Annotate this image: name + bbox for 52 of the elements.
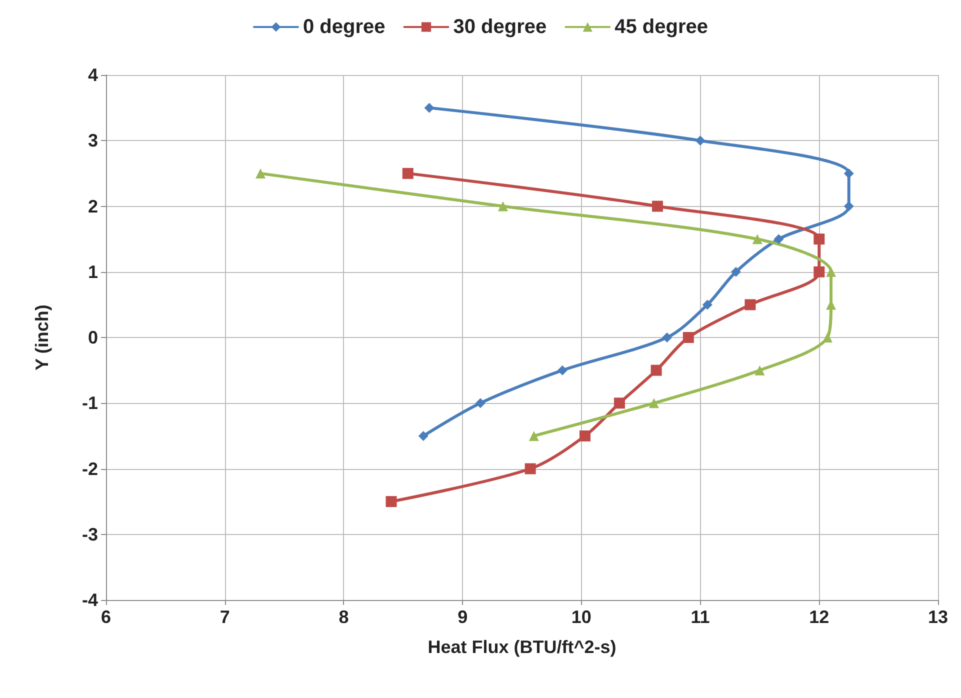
y-tick-label: -4 [82, 590, 98, 610]
point [652, 200, 663, 212]
point [844, 168, 854, 178]
point [662, 332, 672, 342]
point [844, 201, 854, 212]
x-tick-label: 9 [458, 607, 468, 627]
point [814, 266, 825, 278]
point [579, 430, 590, 442]
y-tick-label: 2 [88, 196, 98, 216]
point [826, 266, 836, 277]
x-tick-label: 13 [928, 607, 948, 627]
legend-label: 45 degree [614, 16, 708, 38]
x-tick-label: 11 [690, 607, 710, 627]
point [754, 365, 765, 376]
point [695, 136, 706, 146]
point [702, 300, 712, 310]
point [475, 398, 486, 408]
y-tick-label: -2 [82, 458, 98, 479]
y-axis-title: Y (inch) [32, 304, 52, 370]
x-tick-label: 12 [809, 607, 830, 627]
point [774, 234, 784, 244]
legend-label: 0 degree [302, 16, 386, 38]
y-tick-label: -1 [82, 393, 98, 414]
point [402, 168, 414, 179]
y-tick-label: 3 [88, 130, 98, 151]
x-tick-label: 6 [100, 607, 112, 627]
legend-label: 30 degree [453, 16, 547, 38]
y-tick-label: 4 [88, 65, 98, 85]
point [648, 398, 659, 408]
point [650, 364, 662, 376]
point [730, 266, 741, 277]
point [614, 398, 625, 409]
y-tick-label: 0 [88, 328, 98, 348]
point [744, 299, 756, 310]
x-tick-label: 8 [338, 607, 349, 627]
x-tick-label: 10 [571, 607, 592, 627]
point [498, 201, 508, 212]
point [814, 234, 825, 245]
y-tick-label: 1 [88, 262, 98, 282]
x-tick-label: 7 [220, 607, 230, 627]
point [752, 234, 762, 244]
point [256, 168, 266, 178]
point [528, 430, 539, 441]
point [524, 463, 536, 474]
point [557, 365, 568, 376]
point [822, 332, 832, 342]
point [418, 430, 428, 441]
point [424, 102, 434, 113]
x-axis-title: Heat Flux (BTU/ft^2-s) [428, 637, 616, 657]
point [682, 332, 694, 343]
y-tick-label: -3 [82, 524, 98, 544]
point [386, 496, 397, 508]
